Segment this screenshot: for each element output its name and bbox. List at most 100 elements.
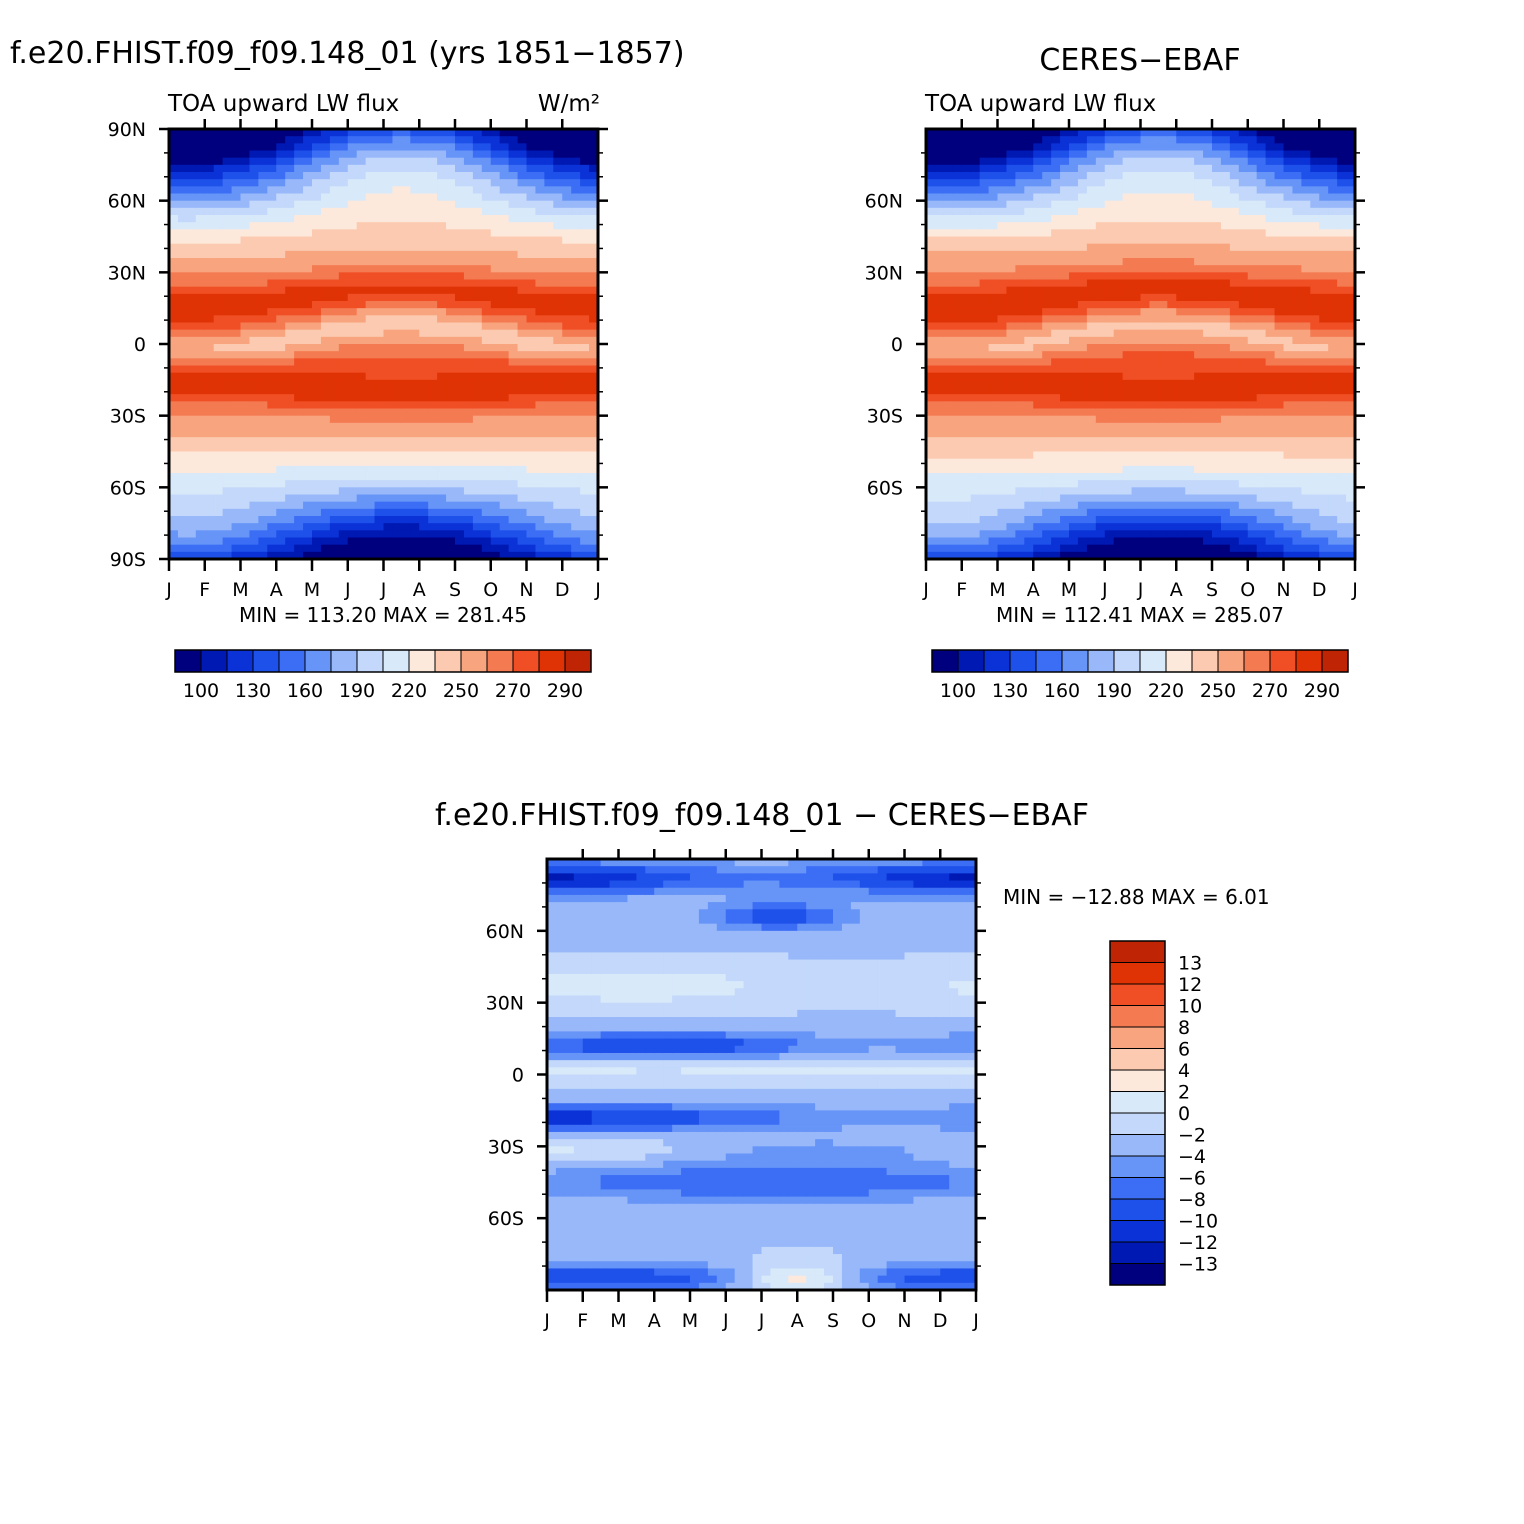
field-cell bbox=[446, 336, 456, 345]
field-cell bbox=[446, 444, 456, 453]
field-cell bbox=[1185, 207, 1195, 216]
field-cell bbox=[294, 207, 304, 216]
field-cell bbox=[338, 508, 349, 517]
field-cell bbox=[1024, 451, 1034, 460]
field-cell bbox=[481, 387, 492, 395]
field-cell bbox=[267, 516, 277, 524]
field-cell bbox=[934, 415, 945, 424]
field-cell bbox=[1077, 229, 1088, 238]
field-cell bbox=[213, 516, 224, 524]
field-cell bbox=[1086, 215, 1097, 223]
field-cell bbox=[589, 365, 599, 374]
field-cell bbox=[979, 544, 990, 553]
field-cell bbox=[1176, 415, 1186, 424]
field-cell bbox=[312, 523, 322, 531]
field-cell bbox=[231, 315, 242, 324]
field-cell bbox=[1015, 236, 1025, 245]
field-cell bbox=[472, 480, 483, 488]
field-cell bbox=[446, 487, 456, 496]
field-cell bbox=[499, 551, 510, 560]
field-cell bbox=[490, 551, 501, 560]
field-cell bbox=[1069, 279, 1079, 288]
field-cell bbox=[1122, 322, 1133, 331]
field-cell bbox=[517, 508, 528, 517]
field-cell bbox=[952, 437, 963, 445]
field-cell bbox=[329, 365, 340, 374]
field-cell bbox=[437, 344, 447, 352]
field-cell bbox=[365, 136, 376, 144]
field-cell bbox=[365, 157, 376, 166]
field-cell bbox=[285, 301, 295, 309]
field-cell bbox=[249, 465, 259, 474]
field-cell bbox=[988, 516, 999, 524]
field-cell bbox=[1212, 523, 1222, 531]
field-cell bbox=[571, 322, 581, 331]
field-cell bbox=[374, 465, 385, 474]
field-cell bbox=[392, 365, 402, 374]
field-cell bbox=[1015, 279, 1025, 288]
colorbar-box bbox=[460, 649, 488, 673]
field-cell bbox=[1113, 473, 1124, 481]
field-cell bbox=[580, 458, 590, 467]
field-cell bbox=[961, 150, 972, 159]
field-cell bbox=[285, 200, 295, 209]
field-cell bbox=[1203, 179, 1213, 187]
field-cell bbox=[1167, 422, 1177, 431]
field-cell bbox=[383, 308, 394, 316]
field-cell bbox=[997, 422, 1008, 431]
field-cell bbox=[571, 351, 581, 359]
field-cell bbox=[952, 451, 963, 460]
field-cell bbox=[472, 508, 483, 517]
field-cell bbox=[526, 308, 537, 316]
field-cell bbox=[329, 258, 340, 266]
field-cell bbox=[997, 516, 1008, 524]
field-cell bbox=[383, 129, 394, 137]
field-cell bbox=[517, 394, 528, 402]
field-cell bbox=[1015, 516, 1025, 524]
field-cell bbox=[1122, 480, 1133, 488]
field-cell bbox=[213, 530, 224, 539]
field-cell bbox=[428, 480, 438, 488]
field-cell bbox=[535, 408, 545, 417]
field-cell bbox=[1104, 451, 1115, 460]
field-cell bbox=[926, 265, 936, 273]
field-cell bbox=[970, 530, 981, 539]
field-cell bbox=[1051, 272, 1061, 281]
field-cell bbox=[997, 229, 1008, 238]
field-cell bbox=[249, 301, 259, 309]
field-cell bbox=[213, 329, 224, 338]
field-cell bbox=[222, 150, 233, 159]
field-cell bbox=[481, 480, 492, 488]
field-cell bbox=[580, 179, 590, 187]
field-cell bbox=[553, 293, 563, 302]
field-cell bbox=[508, 516, 519, 524]
field-cell bbox=[1015, 293, 1025, 302]
field-cell bbox=[961, 301, 972, 309]
field-cell bbox=[481, 279, 492, 288]
field-cell bbox=[258, 422, 268, 431]
field-cell bbox=[303, 480, 313, 488]
field-cell bbox=[258, 272, 268, 281]
field-cell bbox=[535, 193, 545, 202]
field-cell bbox=[374, 301, 385, 309]
field-cell bbox=[1122, 236, 1133, 245]
field-cell bbox=[419, 143, 429, 152]
field-cell bbox=[1086, 279, 1097, 288]
field-cell bbox=[1185, 279, 1195, 288]
field-cell bbox=[1095, 200, 1106, 209]
field-cell bbox=[562, 401, 572, 410]
field-cell bbox=[1212, 258, 1222, 266]
field-cell bbox=[1051, 229, 1061, 238]
field-cell bbox=[303, 157, 313, 166]
field-cell bbox=[258, 516, 268, 524]
field-cell bbox=[553, 150, 563, 159]
field-cell bbox=[1069, 458, 1079, 467]
field-cell bbox=[1212, 487, 1222, 496]
field-cell bbox=[997, 415, 1008, 424]
field-cell bbox=[285, 207, 295, 216]
field-cell bbox=[383, 279, 394, 288]
field-cell bbox=[338, 480, 349, 488]
field-cell bbox=[303, 293, 313, 302]
field-cell bbox=[258, 250, 268, 259]
field-cell bbox=[383, 272, 394, 281]
